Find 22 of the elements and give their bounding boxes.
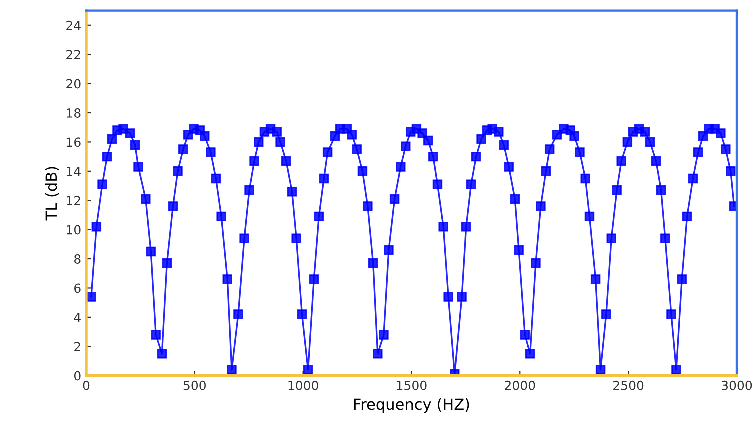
y-tick-label: 8 <box>74 254 81 264</box>
x-axis-title: Frequency (HZ) <box>354 398 470 414</box>
x-tick-label: 2500 <box>614 380 644 390</box>
x-tick-label: 3000 <box>722 380 752 390</box>
y-axis-title: TL (dB) <box>45 167 59 221</box>
x-tick-label: 1000 <box>288 380 318 390</box>
y-tick-label: 2 <box>74 342 80 352</box>
x-tick-label: 2000 <box>505 380 536 390</box>
x-tick-label: 0 <box>83 380 90 390</box>
y-tick-label: 14 <box>67 167 81 176</box>
x-tick-label: 500 <box>184 380 206 390</box>
y-tick-label: 10 <box>67 225 81 235</box>
y-tick-label: 16 <box>67 138 81 148</box>
x-tick-label: 1500 <box>397 380 427 390</box>
y-tick-label: 4 <box>74 313 81 322</box>
y-tick-label: 24 <box>66 20 81 30</box>
y-tick-label: 0 <box>74 371 81 381</box>
y-tick-label: 22 <box>66 50 80 60</box>
y-tick-label: 18 <box>67 108 81 118</box>
y-tick-label: 12 <box>67 196 80 206</box>
y-tick-label: 20 <box>66 79 81 89</box>
y-tick-label: 6 <box>74 284 81 294</box>
